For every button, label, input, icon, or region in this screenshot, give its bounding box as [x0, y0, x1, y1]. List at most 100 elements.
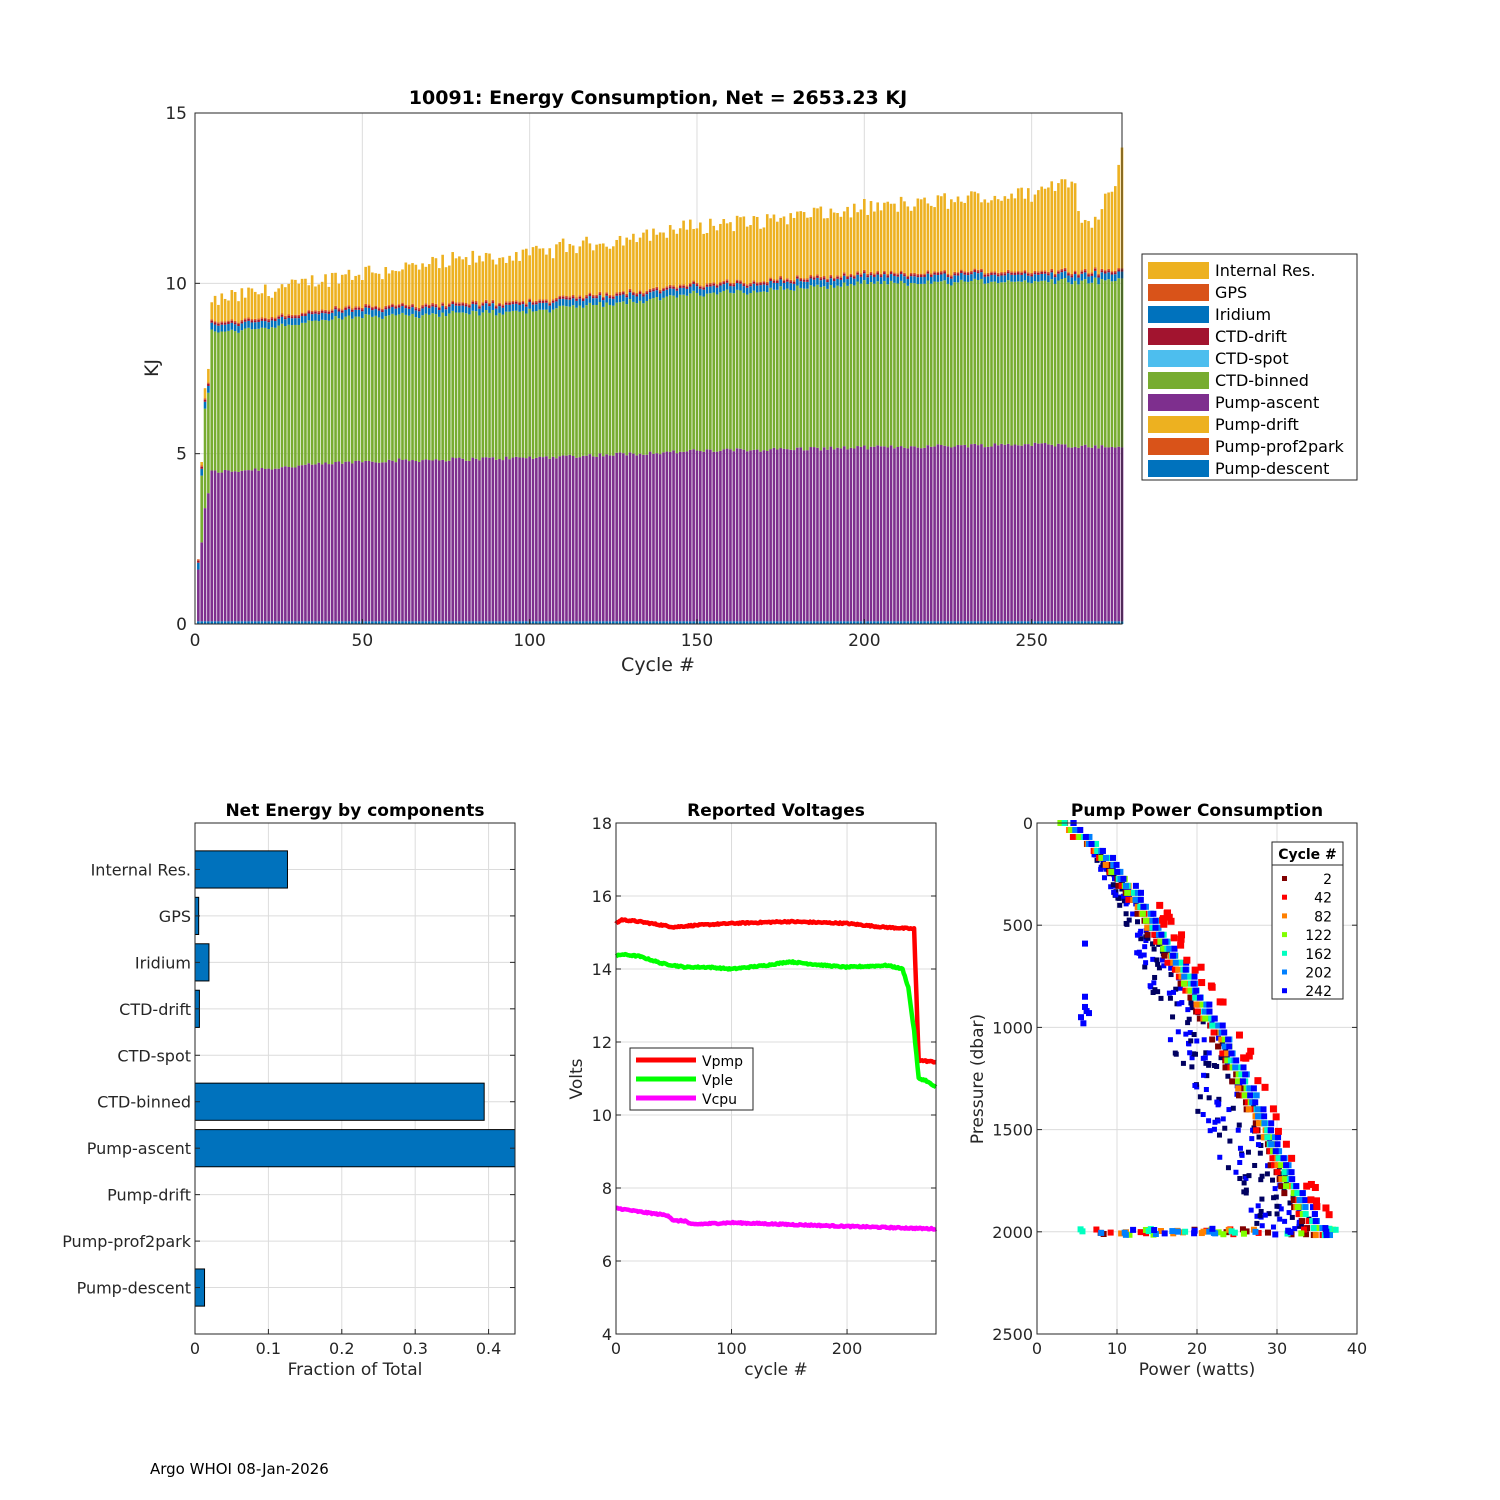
voltages-lines — [614, 917, 938, 1232]
bar-segment — [525, 306, 528, 314]
bar-segment — [729, 292, 732, 450]
bar-segment — [263, 319, 267, 322]
bar-segment — [525, 621, 528, 624]
bar-segment — [404, 314, 408, 460]
bar-segment — [354, 306, 357, 308]
bar-segment — [504, 262, 508, 302]
bar-segment — [775, 280, 779, 283]
bar-segment — [919, 273, 923, 276]
bar-segment — [802, 281, 806, 289]
bar-segment — [719, 282, 722, 284]
x-tick-label: 100 — [716, 1339, 747, 1358]
bar-segment — [484, 457, 488, 622]
scatter-point — [1125, 893, 1131, 899]
scatter-point — [1172, 959, 1179, 966]
bar-segment — [1067, 187, 1070, 273]
bar-segment — [488, 302, 491, 305]
bar-segment — [846, 206, 849, 276]
y-tick-label: 0 — [1023, 814, 1033, 833]
scatter-point — [1120, 875, 1127, 882]
scatter-point — [1254, 1220, 1260, 1226]
bar-segment — [267, 329, 270, 469]
bar-segment — [836, 621, 839, 624]
scatter-point — [1121, 1229, 1128, 1236]
scatter-point — [1298, 1230, 1305, 1237]
scatter-point — [1230, 1105, 1236, 1111]
bar-segment — [960, 269, 963, 271]
bar-segment — [939, 272, 943, 275]
scatter-point — [1235, 1092, 1242, 1099]
bar-segment — [899, 446, 903, 622]
scatter-point — [1235, 1085, 1242, 1092]
bar-segment — [243, 470, 247, 622]
scatter-point — [1116, 895, 1122, 901]
bar-segment — [622, 245, 625, 292]
bar-segment — [1013, 198, 1017, 272]
bar-segment — [699, 222, 702, 286]
pump-points — [1057, 820, 1339, 1239]
bar-segment — [591, 305, 595, 457]
bar-segment — [364, 266, 367, 304]
bar-segment — [819, 280, 823, 288]
bar-segment — [792, 280, 796, 282]
scatter-point — [1264, 1171, 1270, 1177]
bar-segment — [993, 272, 997, 275]
bar-segment — [207, 382, 210, 384]
y-tick-label: 16 — [592, 887, 612, 906]
bar-segment — [371, 272, 374, 307]
bar-segment — [906, 206, 910, 276]
legend-label: 2 — [1323, 872, 1332, 888]
bar-segment — [612, 305, 615, 456]
bar-segment — [953, 282, 956, 447]
pump-ylabel: Pressure (dbar) — [968, 1014, 988, 1144]
bar-segment — [210, 470, 214, 622]
bar-segment — [799, 447, 803, 622]
bar-segment — [384, 309, 388, 317]
bar-segment — [929, 621, 933, 624]
bar-segment — [829, 276, 833, 279]
legend-marker — [1282, 876, 1287, 881]
bar-segment — [1047, 187, 1050, 272]
bar-segment — [555, 301, 558, 309]
bar-segment — [391, 303, 394, 305]
bar-segment — [883, 446, 886, 622]
scatter-point — [1167, 917, 1175, 925]
bar-segment — [658, 293, 662, 301]
bar-segment — [494, 264, 498, 306]
bar-segment — [719, 621, 722, 624]
bar-segment — [622, 301, 625, 454]
bar-segment — [933, 446, 936, 622]
scatter-point — [1299, 1218, 1306, 1225]
bar-segment — [889, 621, 893, 624]
bar-segment — [635, 242, 639, 294]
scatter-point — [1124, 889, 1131, 896]
bar-segment — [866, 273, 869, 276]
bar-segment — [571, 298, 575, 306]
y-tick-label: 10 — [592, 1106, 612, 1125]
bar-segment — [1063, 444, 1067, 622]
bar-segment — [284, 621, 287, 624]
scatter-point — [1253, 1127, 1260, 1134]
bar-segment — [448, 265, 451, 304]
bar-segment — [240, 621, 244, 624]
bar-segment — [434, 621, 438, 624]
bar-segment — [330, 464, 334, 622]
bar-segment — [220, 321, 224, 323]
bar-segment — [478, 308, 481, 316]
bar-segment — [464, 306, 468, 314]
bar-segment — [963, 272, 967, 275]
bar-segment — [980, 268, 983, 271]
bar-segment — [518, 302, 521, 305]
bar-segment — [695, 292, 699, 451]
bar-segment — [267, 320, 270, 323]
scatter-point — [1310, 1225, 1317, 1232]
bar-segment — [354, 307, 357, 310]
scatter-point — [1254, 1213, 1260, 1219]
bar-segment — [481, 457, 485, 622]
bar-segment — [213, 470, 217, 622]
bar-segment — [274, 291, 277, 318]
bar-segment — [240, 470, 244, 622]
bar-segment — [675, 233, 679, 288]
bar-segment — [873, 283, 876, 447]
bar-segment — [314, 286, 317, 311]
